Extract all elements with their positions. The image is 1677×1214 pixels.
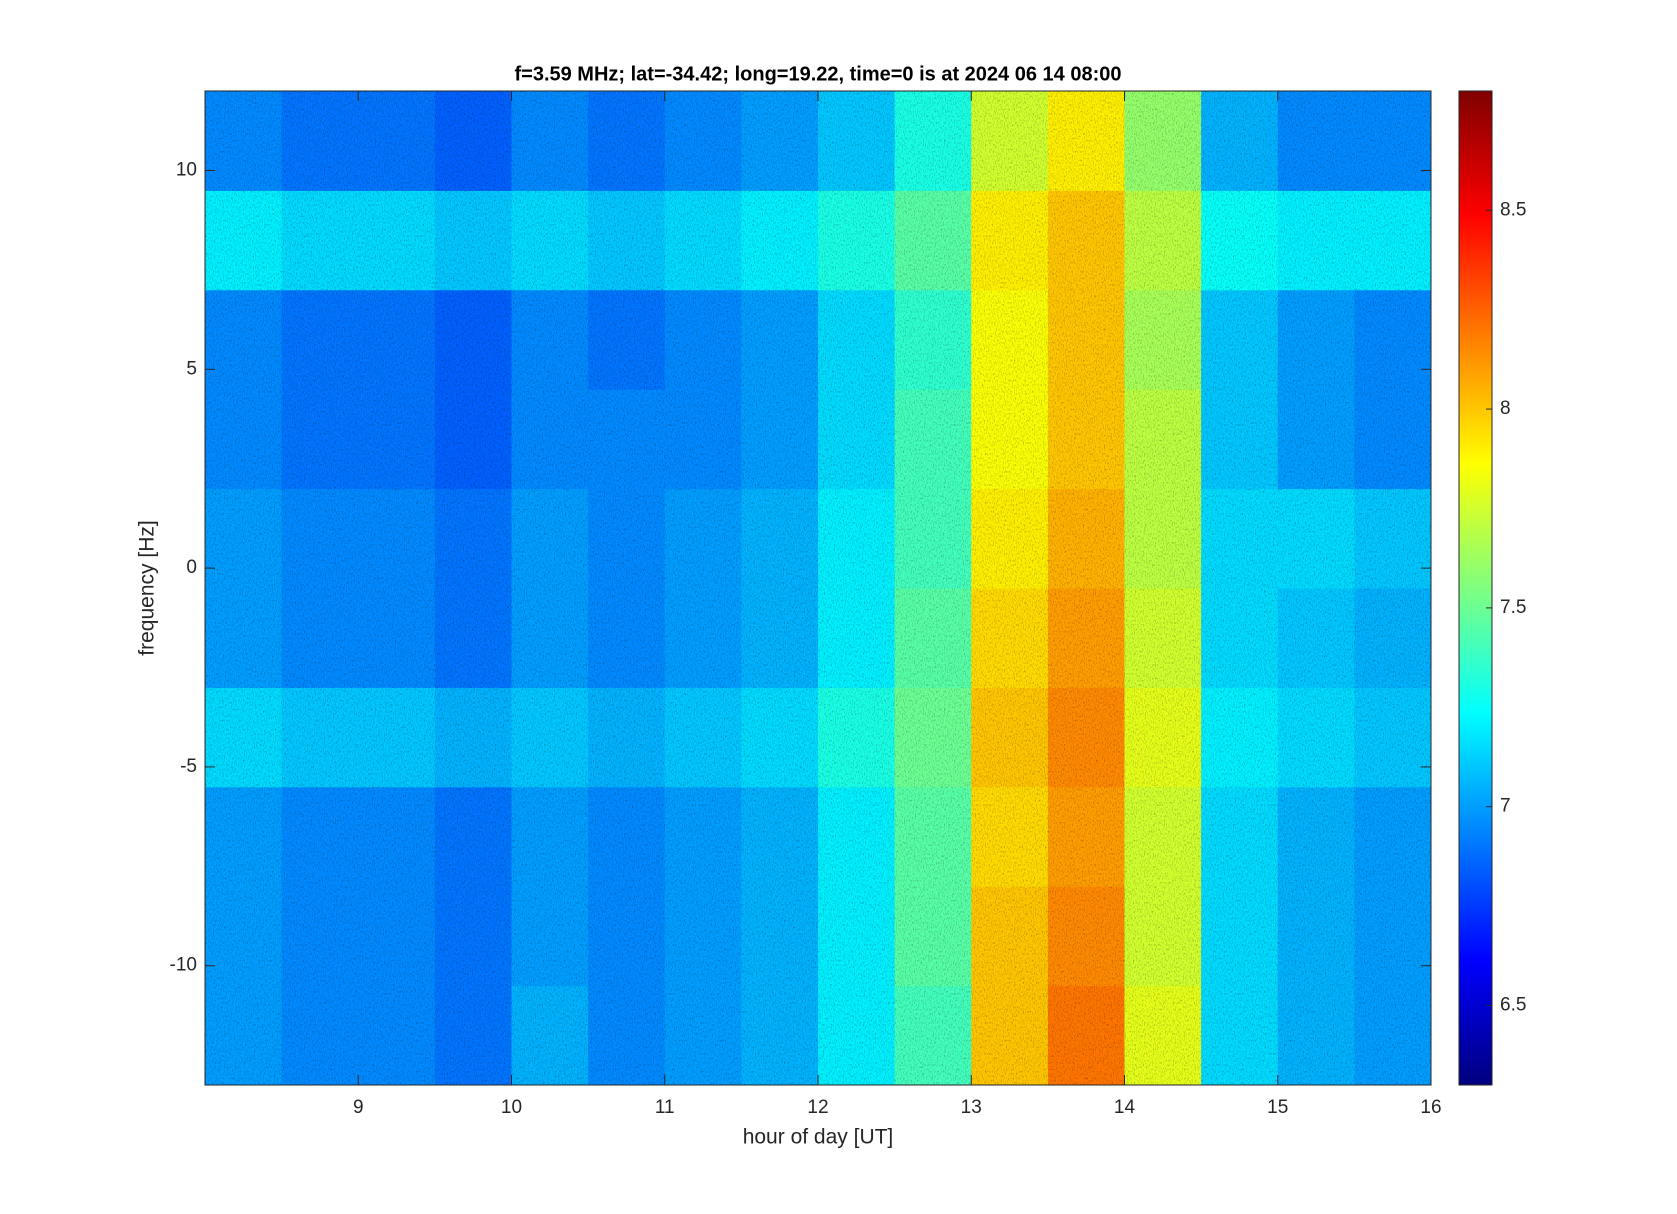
x-tick-label: 11 — [655, 1097, 675, 1118]
x-tick-label: 14 — [1114, 1097, 1136, 1118]
chart-title: f=3.59 MHz; lat=-34.42; long=19.22, time… — [514, 63, 1121, 85]
colorbar-tick-label: 7.5 — [1500, 597, 1526, 618]
noise-texture — [205, 91, 1431, 1085]
y-tick-label: 5 — [186, 358, 197, 379]
y-tick-label: -10 — [170, 955, 197, 976]
x-axis-label: hour of day [UT] — [743, 1126, 894, 1149]
y-tick-label: -5 — [180, 756, 197, 777]
y-tick-label: 10 — [176, 160, 197, 181]
x-tick-label: 13 — [961, 1097, 982, 1118]
x-tick-label: 15 — [1267, 1097, 1288, 1118]
x-tick-label: 10 — [501, 1097, 522, 1118]
colorbar — [1458, 90, 1493, 1086]
colorbar-tick-label: 6.5 — [1500, 994, 1526, 1015]
x-tick-label: 9 — [353, 1097, 364, 1118]
y-axis-label: frequency [Hz] — [136, 520, 159, 655]
x-tick-label: 16 — [1420, 1097, 1441, 1118]
colorbar-tick-label: 7 — [1500, 796, 1511, 817]
y-tick-label: 0 — [186, 557, 197, 578]
colorbar-tick-label: 8 — [1500, 398, 1511, 419]
colorbar-tick-label: 8.5 — [1500, 199, 1526, 220]
x-tick-label: 12 — [807, 1097, 828, 1118]
